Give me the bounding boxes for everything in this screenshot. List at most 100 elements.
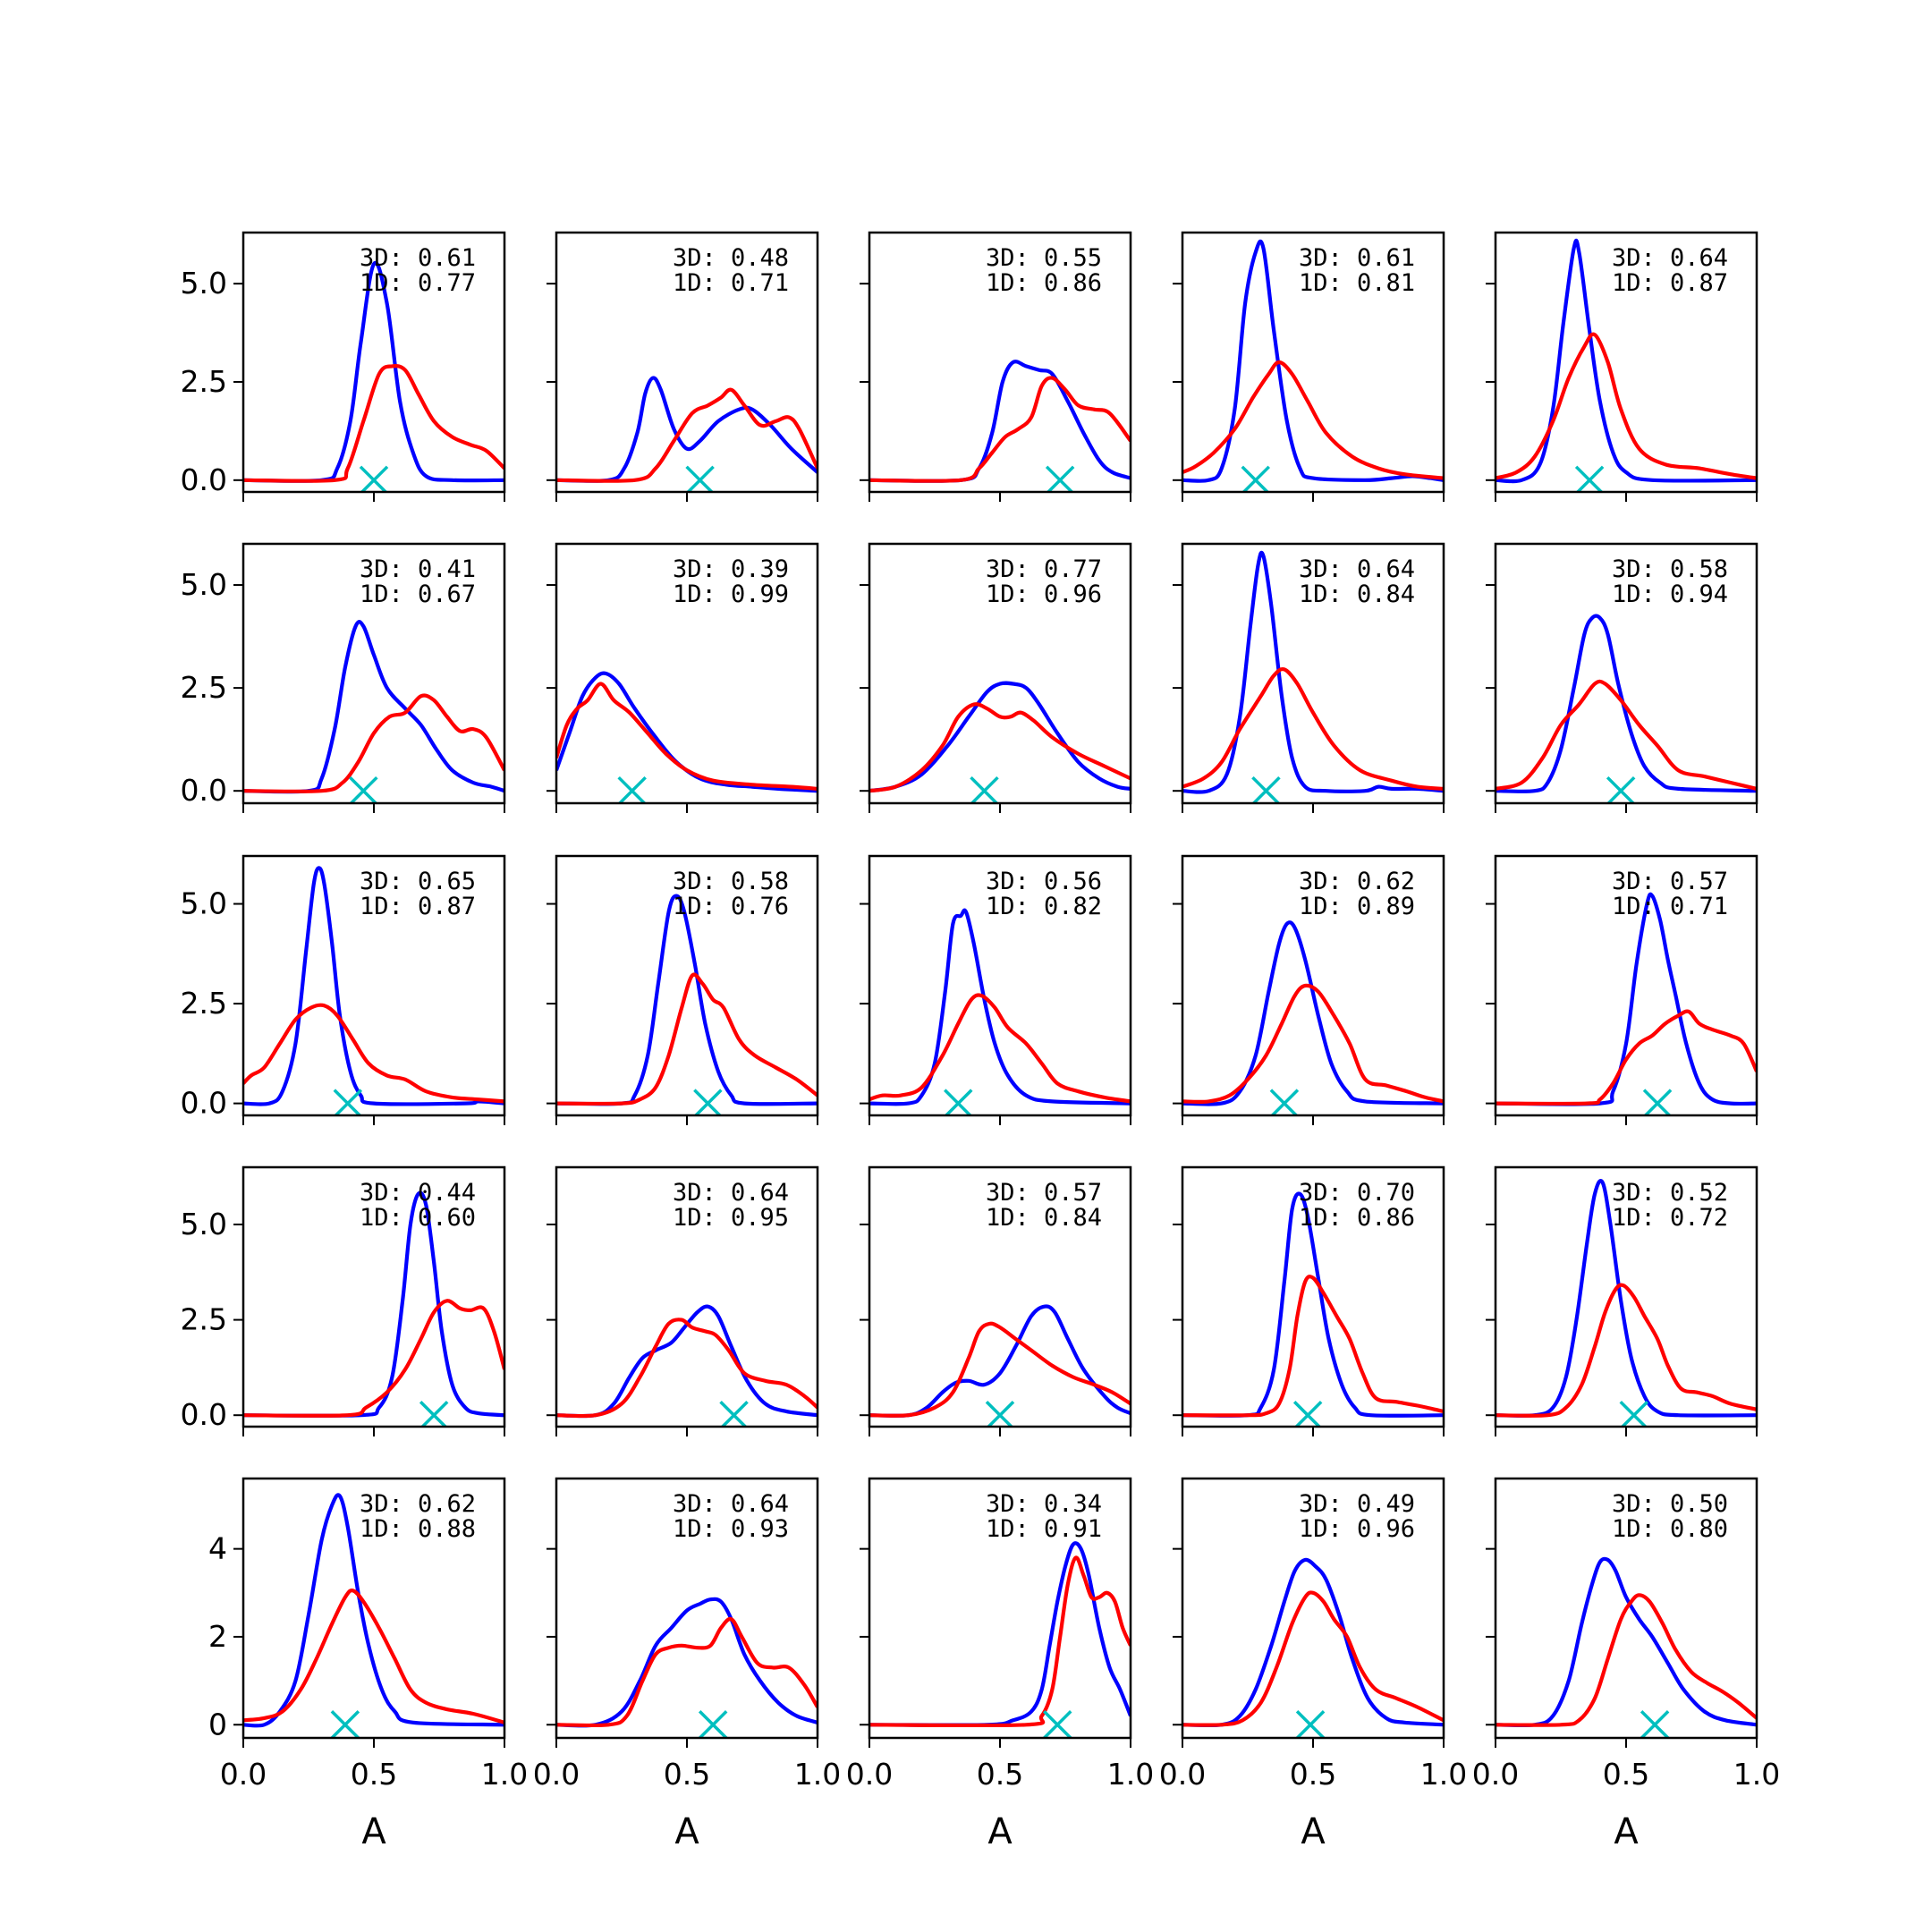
marker-x	[333, 1089, 363, 1115]
marker-x	[1045, 465, 1075, 492]
plot-area	[243, 1493, 504, 1738]
annotation-1d: 1D: 0.76	[673, 893, 789, 920]
x-tick-label: 1.0	[1107, 1757, 1154, 1792]
y-tick-label: 5.0	[181, 567, 227, 602]
series-line-red	[243, 363, 504, 483]
series-line-blue	[1496, 614, 1757, 793]
x-tick-label: 0.5	[664, 1757, 710, 1792]
annotation-3d: 3D: 0.62	[360, 1490, 476, 1518]
annotation-3d: 3D: 0.65	[360, 868, 476, 895]
plot-area	[1496, 892, 1757, 1115]
series-line-red	[869, 702, 1131, 793]
annotation-1d: 1D: 0.71	[673, 269, 789, 297]
series-line-red	[556, 1318, 818, 1419]
marker-x	[1640, 1710, 1670, 1738]
marker-x	[349, 775, 378, 803]
x-tick-label: 0.0	[533, 1757, 580, 1792]
y-tick-label: 0.0	[181, 462, 227, 497]
series-line-red	[1496, 1283, 1757, 1418]
plot-area	[869, 1541, 1131, 1738]
x-tick-label: 0.0	[220, 1757, 267, 1792]
annotation-3d: 3D: 0.52	[1612, 1179, 1728, 1207]
annotation-1d: 1D: 0.89	[1299, 893, 1415, 920]
marker-x	[1241, 465, 1270, 492]
plot-area	[556, 894, 818, 1115]
annotation-1d: 1D: 0.77	[360, 269, 476, 297]
series-line-red	[243, 693, 504, 793]
annotation-3d: 3D: 0.55	[986, 244, 1102, 272]
marker-x	[1642, 1089, 1673, 1115]
y-tick-label: 0.0	[181, 1397, 227, 1432]
plot-area	[556, 1304, 818, 1427]
marker-x	[1606, 775, 1636, 803]
annotation-1d: 1D: 0.80	[1612, 1515, 1728, 1543]
annotation-3d: 3D: 0.57	[1612, 868, 1728, 895]
marker-x	[617, 775, 647, 803]
y-tick-label: 0	[208, 1707, 227, 1741]
y-tick-label: 0.0	[181, 1086, 227, 1121]
y-tick-label: 2.5	[181, 670, 227, 705]
annotation-3d: 3D: 0.64	[1299, 555, 1415, 583]
plot-area	[556, 1597, 818, 1738]
series-line-blue	[556, 376, 818, 483]
series-line-blue	[243, 260, 504, 483]
annotation-3d: 3D: 0.57	[986, 1179, 1102, 1207]
series-line-red	[869, 376, 1131, 483]
annotation-3d: 3D: 0.49	[1299, 1490, 1415, 1518]
annotation-1d: 1D: 0.60	[360, 1204, 476, 1232]
series-line-blue	[1496, 892, 1757, 1106]
y-tick-label: 5.0	[181, 266, 227, 301]
plot-area	[869, 908, 1131, 1115]
plot-area	[243, 260, 504, 492]
annotation-1d: 1D: 0.86	[986, 269, 1102, 297]
series-line-blue	[869, 908, 1131, 1106]
annotation-1d: 1D: 0.84	[986, 1204, 1102, 1232]
marker-x	[1619, 1400, 1648, 1427]
annotation-1d: 1D: 0.67	[360, 580, 476, 608]
plot-area	[869, 681, 1131, 803]
y-tick-label: 2	[208, 1619, 227, 1654]
x-tick-label: 0.0	[1159, 1757, 1206, 1792]
plot-area	[1182, 550, 1444, 803]
marker-x	[1269, 1089, 1300, 1115]
series-line-red	[243, 1299, 504, 1418]
marker-x	[1251, 775, 1281, 803]
plot-area	[869, 1304, 1131, 1427]
series-line-red	[243, 1589, 504, 1724]
plot-area	[1182, 239, 1444, 492]
y-tick-label: 5.0	[181, 1207, 227, 1241]
annotation-1d: 1D: 0.96	[986, 580, 1102, 608]
x-tick-label: 0.0	[1472, 1757, 1519, 1792]
annotation-3d: 3D: 0.77	[986, 555, 1102, 583]
annotation-1d: 1D: 0.82	[986, 893, 1102, 920]
series-line-red	[869, 993, 1131, 1104]
plot-area	[1496, 1556, 1757, 1738]
x-axis-label: A	[987, 1811, 1013, 1852]
series-line-blue	[556, 894, 818, 1106]
annotation-3d: 3D: 0.41	[360, 555, 476, 583]
annotation-3d: 3D: 0.61	[360, 244, 476, 272]
plot-area	[1182, 920, 1444, 1115]
annotation-1d: 1D: 0.88	[360, 1515, 476, 1543]
annotation-1d: 1D: 0.72	[1612, 1204, 1728, 1232]
series-line-blue	[1182, 1191, 1444, 1418]
marker-x	[1043, 1710, 1072, 1738]
